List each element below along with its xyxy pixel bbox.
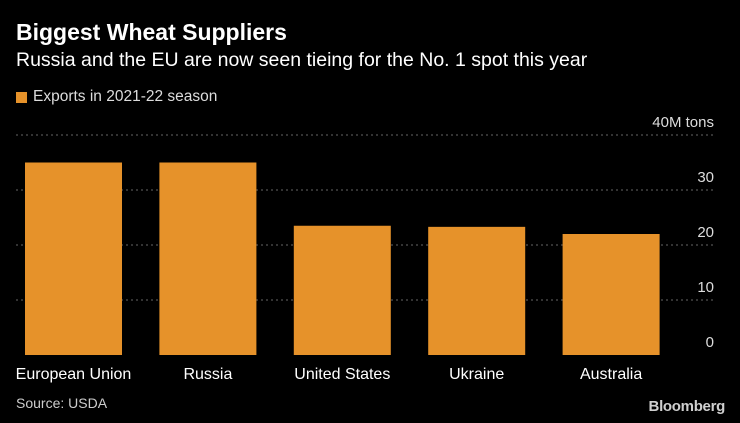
y-tick-label: 40M tons bbox=[652, 114, 714, 131]
bar-united-states bbox=[293, 225, 391, 355]
x-tick-label: Australia bbox=[580, 366, 642, 383]
bar-european-union bbox=[25, 162, 122, 355]
x-tick-label: European Union bbox=[16, 366, 132, 383]
chart-subtitle: Russia and the EU are now seen tieing fo… bbox=[16, 49, 588, 71]
y-tick-label: 20 bbox=[697, 224, 714, 241]
chart-title: Biggest Wheat Suppliers bbox=[16, 19, 287, 45]
bloomberg-logo: Bloomberg bbox=[648, 398, 726, 415]
source-note: Source: USDA bbox=[16, 395, 108, 411]
x-tick-label: Ukraine bbox=[449, 366, 504, 383]
bar-australia bbox=[562, 234, 660, 355]
legend: Exports in 2021-22 season bbox=[16, 88, 217, 106]
x-tick-label: United States bbox=[294, 366, 390, 383]
bar-ukraine bbox=[428, 226, 526, 355]
x-tick-label: Russia bbox=[183, 366, 232, 383]
bar-russia bbox=[159, 162, 257, 355]
y-tick-label: 30 bbox=[697, 169, 714, 186]
y-tick-label: 0 bbox=[706, 334, 714, 351]
legend-label: Exports in 2021-22 season bbox=[33, 88, 218, 105]
y-tick-label: 10 bbox=[697, 279, 714, 296]
legend-swatch bbox=[16, 91, 27, 103]
